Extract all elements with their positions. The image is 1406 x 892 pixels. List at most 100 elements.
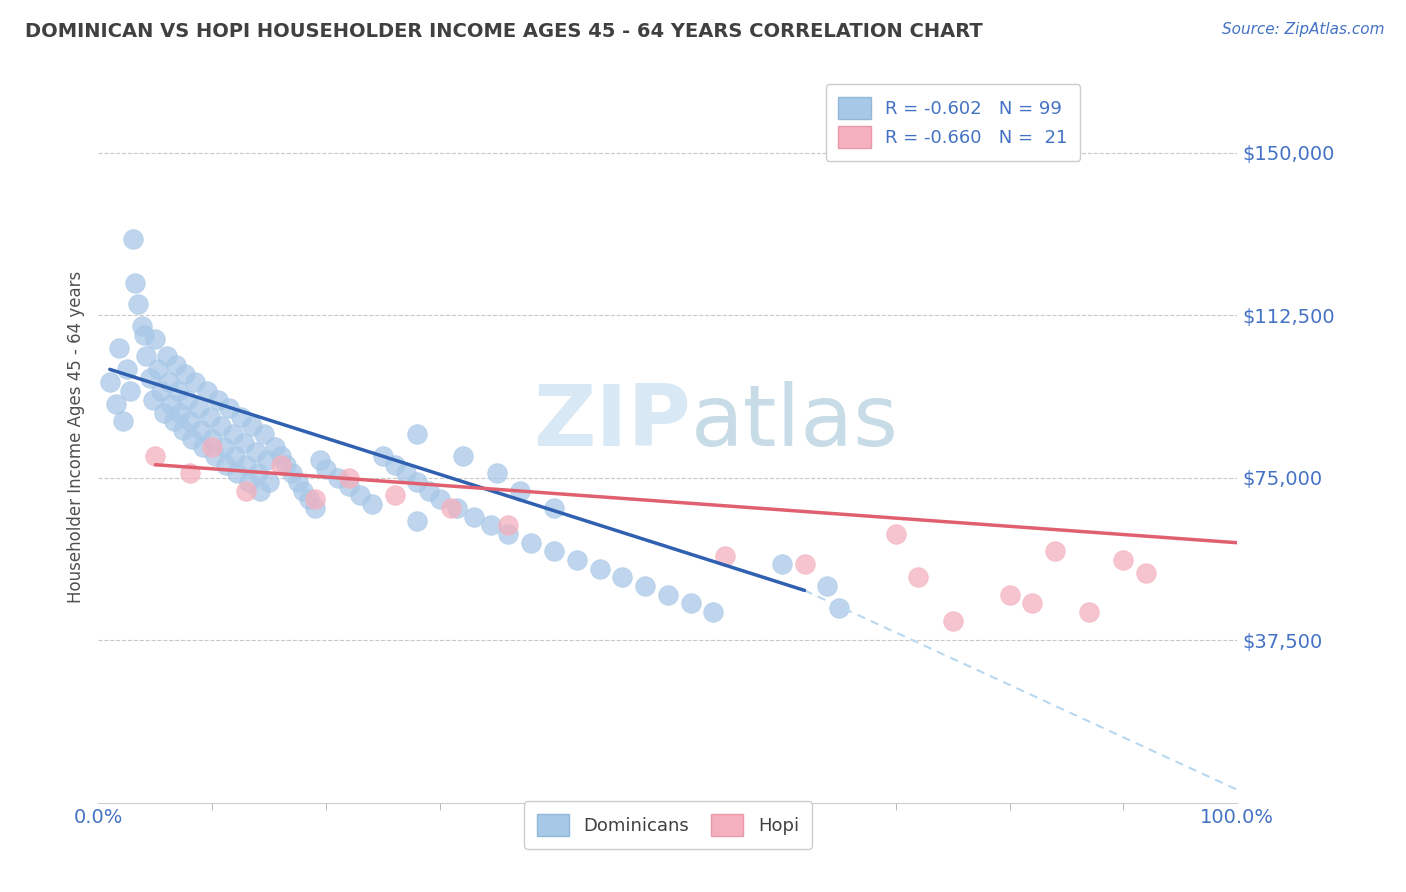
Point bbox=[235, 483, 257, 498]
Point bbox=[543, 544, 565, 558]
Point bbox=[115, 362, 138, 376]
Point bbox=[207, 392, 229, 407]
Point bbox=[276, 458, 298, 472]
Point bbox=[195, 384, 218, 398]
Point bbox=[714, 549, 737, 563]
Point bbox=[226, 467, 249, 481]
Point bbox=[793, 558, 815, 572]
Point bbox=[451, 449, 474, 463]
Point bbox=[187, 401, 209, 416]
Point bbox=[657, 588, 679, 602]
Point bbox=[162, 414, 184, 428]
Point bbox=[169, 406, 191, 420]
Point bbox=[292, 483, 315, 498]
Point bbox=[463, 509, 485, 524]
Point bbox=[446, 501, 468, 516]
Point bbox=[1021, 596, 1043, 610]
Y-axis label: Householder Income Ages 45 - 64 years: Householder Income Ages 45 - 64 years bbox=[66, 271, 84, 603]
Point bbox=[98, 376, 121, 390]
Point bbox=[612, 570, 634, 584]
Point bbox=[304, 492, 326, 507]
Point bbox=[815, 579, 838, 593]
Point bbox=[108, 341, 131, 355]
Point bbox=[165, 358, 187, 372]
Point bbox=[509, 483, 531, 498]
Point bbox=[150, 384, 173, 398]
Point bbox=[634, 579, 657, 593]
Point bbox=[238, 475, 260, 489]
Point bbox=[264, 441, 287, 455]
Point bbox=[588, 562, 610, 576]
Point bbox=[142, 392, 165, 407]
Point bbox=[942, 614, 965, 628]
Point bbox=[145, 332, 167, 346]
Point bbox=[406, 514, 429, 528]
Point bbox=[1135, 566, 1157, 580]
Point bbox=[145, 449, 167, 463]
Point bbox=[204, 449, 226, 463]
Point bbox=[520, 535, 543, 549]
Point bbox=[127, 297, 149, 311]
Point bbox=[270, 449, 292, 463]
Legend: Dominicans, Hopi: Dominicans, Hopi bbox=[524, 801, 811, 848]
Point bbox=[104, 397, 127, 411]
Point bbox=[565, 553, 588, 567]
Point bbox=[384, 488, 406, 502]
Point bbox=[233, 436, 256, 450]
Point bbox=[326, 471, 349, 485]
Point bbox=[167, 384, 190, 398]
Point bbox=[337, 471, 360, 485]
Point bbox=[235, 458, 257, 472]
Point bbox=[215, 458, 238, 472]
Point bbox=[179, 467, 201, 481]
Point bbox=[229, 410, 252, 425]
Point bbox=[479, 518, 502, 533]
Point bbox=[259, 475, 281, 489]
Point bbox=[1078, 605, 1101, 619]
Point bbox=[153, 406, 176, 420]
Point bbox=[132, 327, 155, 342]
Point bbox=[146, 362, 169, 376]
Point bbox=[240, 418, 263, 433]
Point bbox=[270, 458, 292, 472]
Point bbox=[349, 488, 371, 502]
Point bbox=[138, 371, 160, 385]
Point bbox=[371, 449, 394, 463]
Point bbox=[309, 453, 332, 467]
Point bbox=[498, 518, 520, 533]
Point bbox=[298, 492, 321, 507]
Point bbox=[190, 423, 212, 437]
Point bbox=[907, 570, 929, 584]
Text: ZIP: ZIP bbox=[533, 381, 690, 464]
Point bbox=[135, 349, 157, 363]
Point bbox=[157, 376, 180, 390]
Point bbox=[212, 441, 235, 455]
Point bbox=[360, 497, 382, 511]
Point bbox=[429, 492, 451, 507]
Point bbox=[418, 483, 440, 498]
Point bbox=[315, 462, 337, 476]
Point bbox=[384, 458, 406, 472]
Point bbox=[131, 318, 153, 333]
Point bbox=[287, 475, 309, 489]
Point bbox=[156, 349, 179, 363]
Point bbox=[218, 401, 240, 416]
Point bbox=[180, 432, 202, 446]
Point bbox=[245, 444, 267, 458]
Point bbox=[702, 605, 724, 619]
Text: atlas: atlas bbox=[690, 381, 898, 464]
Point bbox=[1043, 544, 1066, 558]
Point bbox=[198, 410, 221, 425]
Point bbox=[486, 467, 509, 481]
Point bbox=[174, 367, 197, 381]
Point bbox=[304, 501, 326, 516]
Point bbox=[543, 501, 565, 516]
Point bbox=[828, 600, 851, 615]
Point bbox=[498, 527, 520, 541]
Point bbox=[222, 427, 245, 442]
Point bbox=[256, 453, 278, 467]
Point bbox=[224, 449, 246, 463]
Point bbox=[395, 467, 418, 481]
Point bbox=[337, 479, 360, 493]
Point bbox=[1112, 553, 1135, 567]
